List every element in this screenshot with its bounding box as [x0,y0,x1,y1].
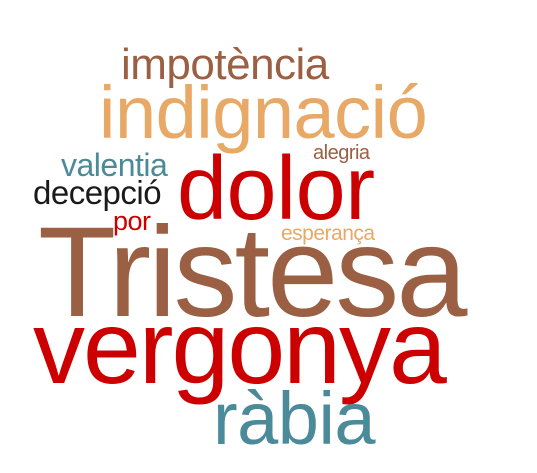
word-esperanca: esperança [281,222,375,245]
word-dolor: dolor [177,139,375,239]
word-indignacio: indignació [99,71,428,154]
word-por: por [113,206,151,236]
word-valentia: valentia [61,147,168,183]
word-decepcio: decepció [33,174,162,211]
word-impotencia: impotència [121,40,329,89]
word-alegria: alegria [313,142,370,164]
word-tristesa: Tristesa [38,201,467,344]
word-vergonya: vergonya [33,290,447,406]
word-rabia: ràbia [213,377,376,460]
